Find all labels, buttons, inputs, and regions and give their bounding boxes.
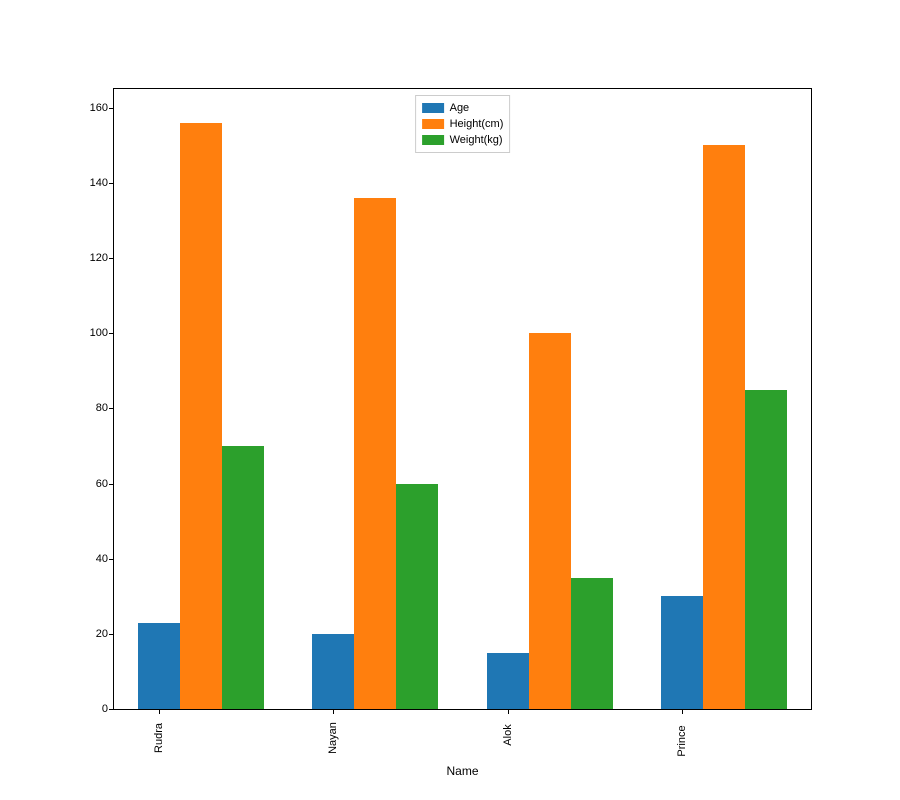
- chart-container: AgeHeight(cm)Weight(kg) Name 0 20 40 60 80 10…: [0, 0, 900, 800]
- y-tick-label: 100: [90, 327, 108, 339]
- x-tick-mark: [682, 709, 683, 714]
- x-tick-label: Prince: [676, 725, 688, 756]
- bar: [138, 623, 180, 709]
- x-tick-mark: [508, 709, 509, 714]
- bar: [571, 578, 613, 710]
- x-tick-label: Alok: [502, 724, 514, 745]
- y-tick-label: 60: [96, 478, 108, 490]
- y-tick-mark: [109, 258, 114, 259]
- x-tick-mark: [333, 709, 334, 714]
- legend-swatch: [422, 135, 444, 145]
- legend-item: Weight(kg): [422, 132, 504, 148]
- bar: [487, 653, 529, 709]
- y-tick-label: 0: [102, 703, 108, 715]
- bar: [661, 596, 703, 709]
- bar: [745, 390, 787, 709]
- y-tick-mark: [109, 709, 114, 710]
- legend: AgeHeight(cm)Weight(kg): [415, 95, 511, 153]
- y-tick-mark: [109, 559, 114, 560]
- legend-label: Age: [450, 100, 470, 116]
- x-tick-label: Nayan: [327, 722, 339, 754]
- y-tick-label: 160: [90, 102, 108, 114]
- bar: [396, 484, 438, 709]
- bar: [222, 446, 264, 709]
- bar: [703, 145, 745, 709]
- bar: [354, 198, 396, 709]
- legend-item: Age: [422, 100, 504, 116]
- x-axis-label: Name: [446, 764, 478, 778]
- bar: [312, 634, 354, 709]
- x-tick-mark: [159, 709, 160, 714]
- legend-label: Weight(kg): [450, 132, 503, 148]
- y-tick-mark: [109, 183, 114, 184]
- y-tick-mark: [109, 408, 114, 409]
- legend-item: Height(cm): [422, 116, 504, 132]
- x-tick-label: Rudra: [153, 723, 165, 753]
- y-tick-label: 20: [96, 628, 108, 640]
- y-tick-label: 40: [96, 553, 108, 565]
- y-tick-mark: [109, 484, 114, 485]
- legend-label: Height(cm): [450, 116, 504, 132]
- y-tick-label: 120: [90, 252, 108, 264]
- y-tick-label: 140: [90, 177, 108, 189]
- y-tick-mark: [109, 108, 114, 109]
- plot-area: AgeHeight(cm)Weight(kg) Name 02040608010…: [113, 88, 812, 710]
- y-tick-mark: [109, 634, 114, 635]
- bar: [529, 333, 571, 709]
- y-tick-mark: [109, 333, 114, 334]
- y-tick-label: 80: [96, 402, 108, 414]
- legend-swatch: [422, 103, 444, 113]
- bar: [180, 123, 222, 709]
- legend-swatch: [422, 119, 444, 129]
